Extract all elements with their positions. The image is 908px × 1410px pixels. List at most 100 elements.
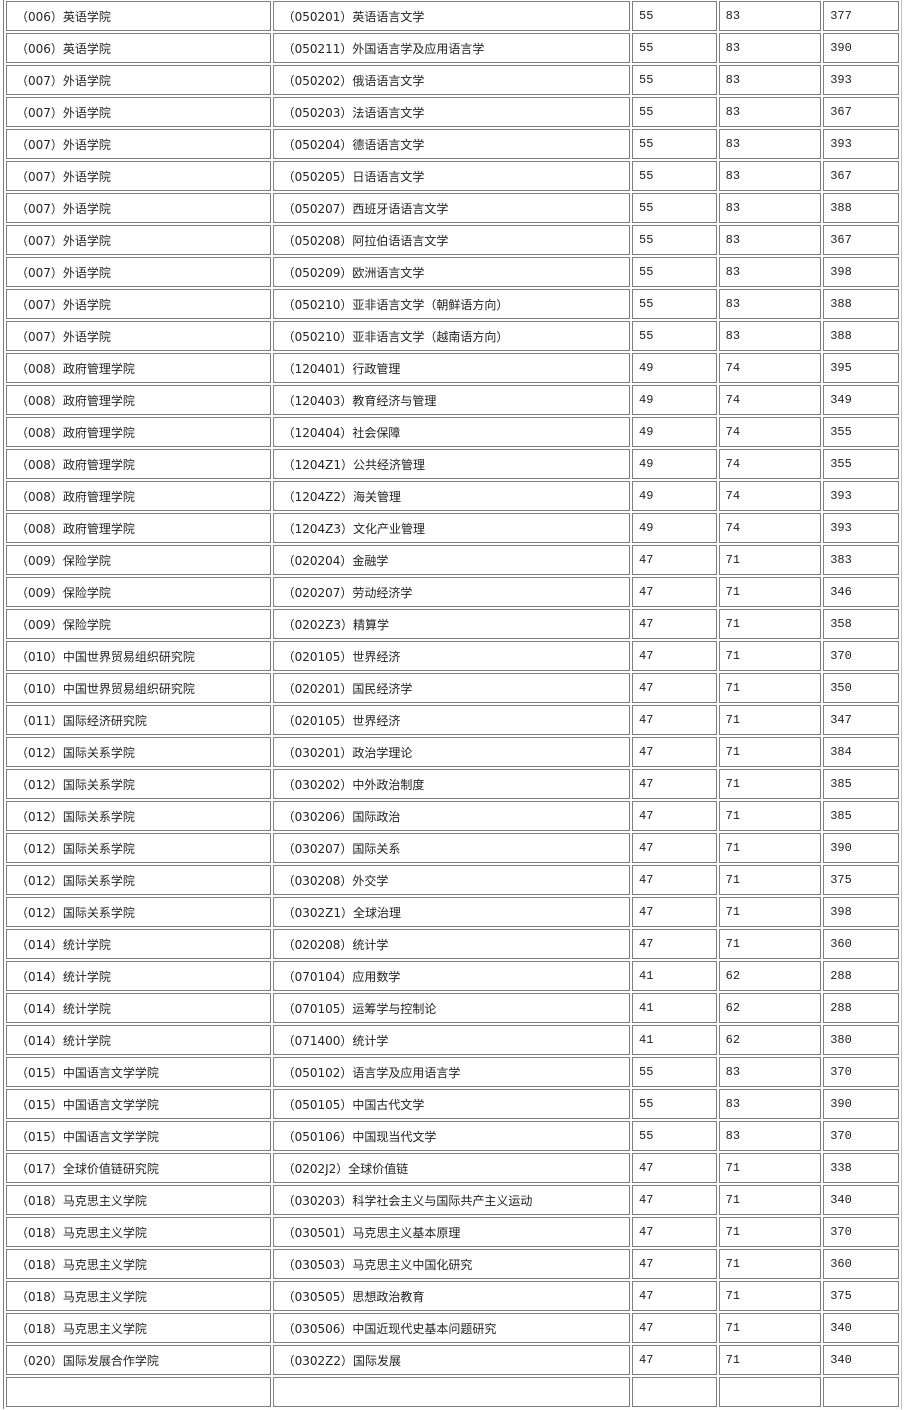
table-row: （007）外语学院 （050205）日语语言文学 55 83 367 <box>6 161 899 191</box>
table-row: （015）中国语言文学学院 （050102）语言学及应用语言学 55 83 370 <box>6 1057 899 1087</box>
major-cell: （1204Z1）公共经济管理 <box>272 449 631 479</box>
multi-subject-score-cell: 71 <box>718 833 822 863</box>
total-score-cell: 340 <box>823 1313 899 1343</box>
major-cell: （050211）外国语言学及应用语言学 <box>272 33 631 63</box>
college-cell: （012）国际关系学院 <box>6 865 271 895</box>
total-score-cell: 395 <box>823 353 899 383</box>
single-subject-score-cell: 47 <box>632 1345 717 1375</box>
major-cell: （050209）欧洲语言文学 <box>272 257 631 287</box>
college-cell: （006）英语学院 <box>6 1 271 31</box>
table-row: （007）外语学院 （050209）欧洲语言文学 55 83 398 <box>6 257 899 287</box>
college-cell: （018）马克思主义学院 <box>6 1249 271 1279</box>
major-cell: （0202J2）全球价值链 <box>272 1153 631 1183</box>
college-cell: （008）政府管理学院 <box>6 481 271 511</box>
single-subject-score-cell: 55 <box>632 1089 717 1119</box>
multi-subject-score-cell: 71 <box>718 1217 822 1247</box>
major-cell: （030506）中国近现代史基本问题研究 <box>272 1313 631 1343</box>
table-row: （018）马克思主义学院 （030501）马克思主义基本原理 47 71 370 <box>6 1217 899 1247</box>
multi-subject-score-cell: 83 <box>718 97 822 127</box>
total-score-cell: 346 <box>823 577 899 607</box>
multi-subject-score-cell: 83 <box>718 161 822 191</box>
major-cell: （120404）社会保障 <box>272 417 631 447</box>
table-row: （007）外语学院 （050208）阿拉伯语语言文学 55 83 367 <box>6 225 899 255</box>
major-cell: （050208）阿拉伯语语言文学 <box>272 225 631 255</box>
college-cell: （014）统计学院 <box>6 929 271 959</box>
table-row: （007）外语学院 （050210）亚非语言文学（越南语方向） 55 83 388 <box>6 321 899 351</box>
multi-subject-score-cell: 74 <box>718 385 822 415</box>
major-cell: （030202）中外政治制度 <box>272 769 631 799</box>
single-subject-score-cell: 47 <box>632 865 717 895</box>
total-score-cell: 380 <box>823 1025 899 1055</box>
college-cell: （007）外语学院 <box>6 289 271 319</box>
multi-subject-score-cell: 71 <box>718 577 822 607</box>
college-cell: （012）国际关系学院 <box>6 833 271 863</box>
college-cell: （012）国际关系学院 <box>6 769 271 799</box>
table-row: （018）马克思主义学院 （030506）中国近现代史基本问题研究 47 71 340 <box>6 1313 899 1343</box>
college-cell: （007）外语学院 <box>6 97 271 127</box>
table-row: （014）统计学院 （070104）应用数学 41 62 288 <box>6 961 899 991</box>
table-row: （011）国际经济研究院 （020105）世界经济 47 71 347 <box>6 705 899 735</box>
multi-subject-score-cell: 83 <box>718 289 822 319</box>
multi-subject-score-cell: 71 <box>718 705 822 735</box>
multi-subject-score-cell: 62 <box>718 961 822 991</box>
college-cell: （012）国际关系学院 <box>6 897 271 927</box>
table-row: （009）保险学院 （020207）劳动经济学 47 71 346 <box>6 577 899 607</box>
multi-subject-score-cell: 71 <box>718 641 822 671</box>
table-row: （015）中国语言文学学院 （050106）中国现当代文学 55 83 370 <box>6 1121 899 1151</box>
single-subject-score-cell: 49 <box>632 513 717 543</box>
major-cell: （071400）统计学 <box>272 1025 631 1055</box>
multi-subject-score-cell: 71 <box>718 769 822 799</box>
total-score-cell: 385 <box>823 769 899 799</box>
major-cell: （030503）马克思主义中国化研究 <box>272 1249 631 1279</box>
major-cell: （120403）教育经济与管理 <box>272 385 631 415</box>
multi-subject-score-cell: 83 <box>718 33 822 63</box>
single-subject-score-cell: 55 <box>632 193 717 223</box>
total-score-cell: 370 <box>823 1121 899 1151</box>
college-cell: （007）外语学院 <box>6 225 271 255</box>
total-score-cell: 390 <box>823 33 899 63</box>
table-row-empty <box>6 1377 899 1407</box>
college-cell: （015）中国语言文学学院 <box>6 1089 271 1119</box>
college-cell: （006）英语学院 <box>6 33 271 63</box>
college-cell: （008）政府管理学院 <box>6 513 271 543</box>
total-score-cell: 384 <box>823 737 899 767</box>
single-subject-score-cell: 55 <box>632 97 717 127</box>
table-row: （012）国际关系学院 （030208）外交学 47 71 375 <box>6 865 899 895</box>
table-row: （012）国际关系学院 （030201）政治学理论 47 71 384 <box>6 737 899 767</box>
single-subject-score-cell: 47 <box>632 1281 717 1311</box>
college-cell: （007）外语学院 <box>6 161 271 191</box>
single-subject-score-cell: 55 <box>632 129 717 159</box>
table-row: （018）马克思主义学院 （030503）马克思主义中国化研究 47 71 360 <box>6 1249 899 1279</box>
college-cell: （007）外语学院 <box>6 65 271 95</box>
single-subject-score-cell: 49 <box>632 449 717 479</box>
multi-subject-score-cell: 71 <box>718 1153 822 1183</box>
major-cell: （020201）国民经济学 <box>272 673 631 703</box>
total-score-cell: 398 <box>823 897 899 927</box>
multi-subject-score-cell: 71 <box>718 1345 822 1375</box>
single-subject-score-cell: 55 <box>632 289 717 319</box>
table-row: （008）政府管理学院 （120401）行政管理 49 74 395 <box>6 353 899 383</box>
table-row: （017）全球价值链研究院 （0202J2）全球价值链 47 71 338 <box>6 1153 899 1183</box>
multi-subject-score-cell: 74 <box>718 481 822 511</box>
major-cell: （030203）科学社会主义与国际共产主义运动 <box>272 1185 631 1215</box>
single-subject-score-cell: 49 <box>632 385 717 415</box>
total-score-cell: 393 <box>823 481 899 511</box>
major-cell: （050202）俄语语言文学 <box>272 65 631 95</box>
major-cell: （030505）思想政治教育 <box>272 1281 631 1311</box>
table-row: （008）政府管理学院 （1204Z2）海关管理 49 74 393 <box>6 481 899 511</box>
major-cell: （050105）中国古代文学 <box>272 1089 631 1119</box>
table-row: （012）国际关系学院 （030207）国际关系 47 71 390 <box>6 833 899 863</box>
empty-cell <box>823 1377 899 1407</box>
multi-subject-score-cell: 74 <box>718 353 822 383</box>
major-cell: （020105）世界经济 <box>272 641 631 671</box>
single-subject-score-cell: 47 <box>632 769 717 799</box>
total-score-cell: 383 <box>823 545 899 575</box>
major-cell: （0202Z3）精算学 <box>272 609 631 639</box>
major-cell: （020208）统计学 <box>272 929 631 959</box>
college-cell: （014）统计学院 <box>6 961 271 991</box>
table-row: （008）政府管理学院 （120403）教育经济与管理 49 74 349 <box>6 385 899 415</box>
single-subject-score-cell: 55 <box>632 321 717 351</box>
major-cell: （070105）运筹学与控制论 <box>272 993 631 1023</box>
table-row: （006）英语学院 （050211）外国语言学及应用语言学 55 83 390 <box>6 33 899 63</box>
single-subject-score-cell: 55 <box>632 1057 717 1087</box>
